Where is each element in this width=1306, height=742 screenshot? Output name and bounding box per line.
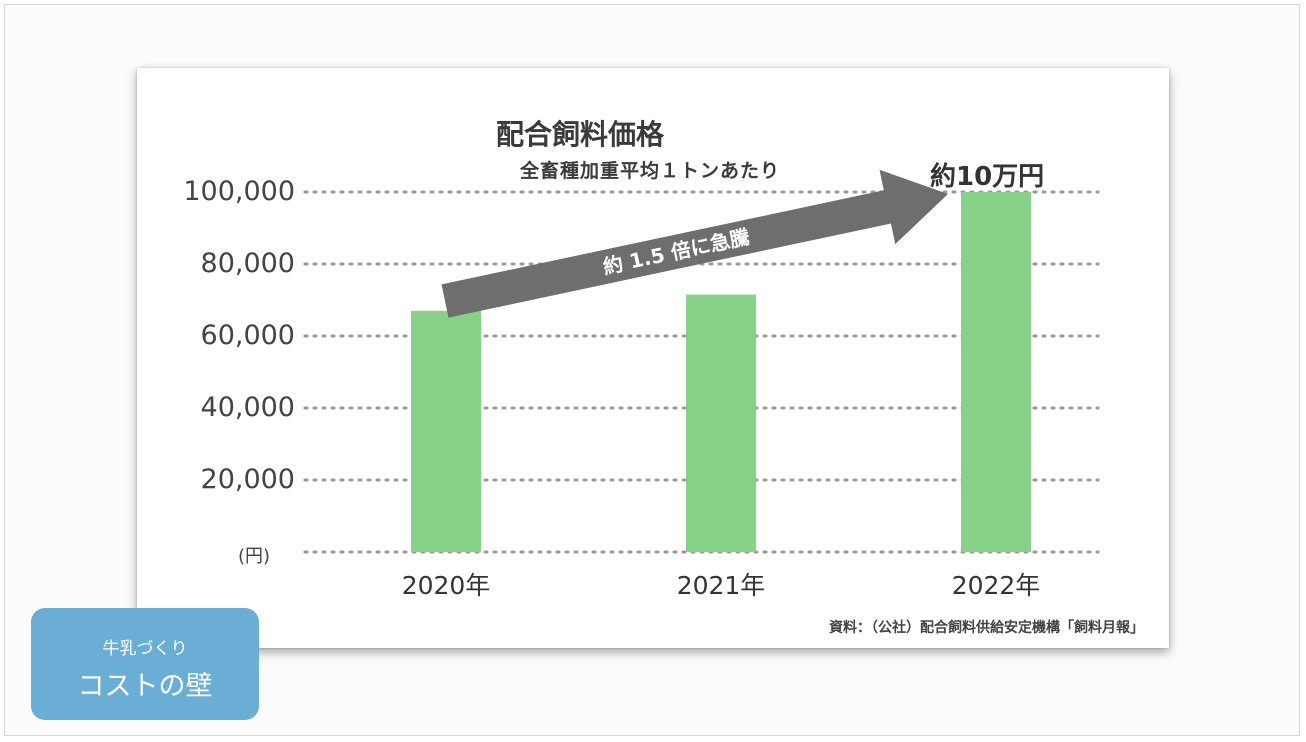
caption-badge: 牛乳づくり コストの壁 [31, 608, 259, 720]
bar [686, 294, 756, 552]
arrow-label: 約 1.5 倍に急騰 [601, 224, 753, 279]
y-tick-label: 100,000 [183, 176, 295, 207]
peak-annotation: 約10万円 [930, 162, 1045, 192]
x-tick-label: 2022年 [951, 571, 1041, 600]
growth-arrow [441, 169, 948, 318]
y-tick-label: 20,000 [200, 464, 295, 495]
y-tick-label: 80,000 [200, 248, 295, 279]
y-unit-label: (円) [238, 546, 271, 567]
y-tick-label: 40,000 [200, 392, 295, 423]
chart-title: 配合飼料価格 [495, 118, 664, 151]
source-note: 資料：（公社）配合飼料供給安定機構「飼料月報」 [829, 620, 1144, 636]
x-tick-label: 2021年 [676, 571, 766, 600]
chart-subtitle: 全畜種加重平均１トンあたり [519, 160, 780, 182]
badge-subtitle: 牛乳づくり [102, 639, 188, 659]
bar [961, 192, 1031, 552]
x-tick-label: 2020年 [401, 571, 491, 600]
badge-title: コストの壁 [77, 671, 213, 702]
bar [411, 310, 481, 552]
y-tick-label: 60,000 [200, 320, 295, 351]
